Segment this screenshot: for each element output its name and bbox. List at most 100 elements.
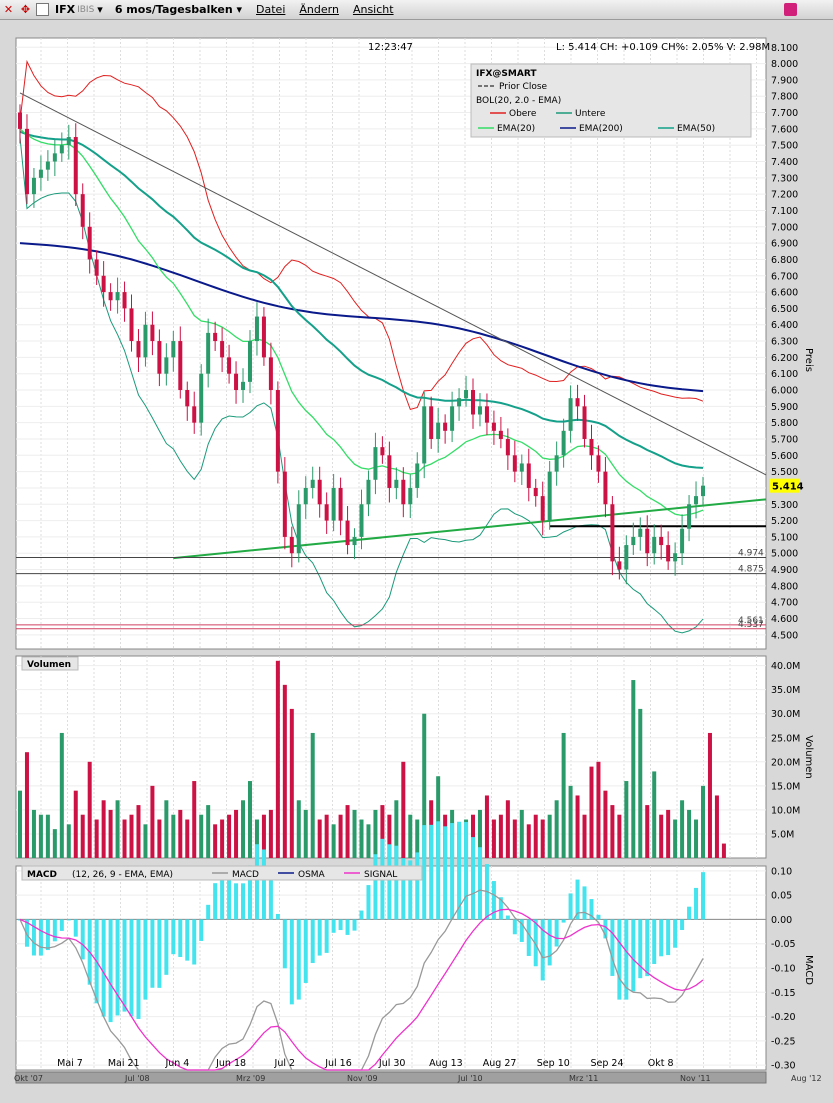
candle-body[interactable] (143, 324, 148, 358)
candle-body[interactable] (261, 316, 266, 358)
volume-bar[interactable] (519, 809, 524, 858)
candle-body[interactable] (380, 447, 385, 456)
volume-bar[interactable] (401, 761, 406, 858)
volume-bar[interactable] (380, 805, 385, 858)
volume-bar[interactable] (94, 819, 99, 858)
candle-body[interactable] (178, 341, 183, 391)
volume-bar[interactable] (296, 800, 301, 858)
chart-area[interactable]: 8.100 8.000 7.900 7.800 7.700 7.600 7.500 7.400… (0, 20, 833, 1103)
move-icon[interactable]: ✥ (20, 3, 31, 16)
candle-body[interactable] (387, 455, 392, 488)
volume-bar[interactable] (645, 805, 650, 858)
volume-bar[interactable] (227, 814, 232, 858)
volume-bar[interactable] (652, 771, 657, 858)
uptrend-line[interactable] (173, 498, 767, 560)
volume-bar[interactable] (241, 800, 246, 858)
candle-body[interactable] (666, 545, 671, 562)
candle-body[interactable] (206, 332, 211, 374)
volume-bar[interactable] (136, 805, 141, 858)
volume-bar[interactable] (164, 800, 169, 858)
volume-bar[interactable] (617, 814, 622, 858)
volume-bar[interactable] (436, 776, 441, 858)
volume-bar[interactable] (471, 814, 476, 858)
candle-body[interactable] (422, 406, 427, 464)
volume-bar[interactable] (45, 814, 50, 858)
candle-body[interactable] (457, 398, 462, 407)
volume-bar[interactable] (484, 795, 489, 858)
volume-bar[interactable] (254, 819, 259, 858)
volume-bar[interactable] (157, 819, 162, 858)
volume-bar[interactable] (213, 824, 218, 858)
candle-body[interactable] (52, 153, 57, 162)
volume-bar[interactable] (247, 781, 252, 858)
candle-body[interactable] (192, 406, 197, 423)
volume-bar[interactable] (317, 819, 322, 858)
candle-body[interactable] (484, 406, 489, 423)
candle-body[interactable] (115, 292, 120, 301)
candle-body[interactable] (310, 479, 315, 488)
volume-bar[interactable] (533, 814, 538, 858)
price-legend[interactable]: IFX@SMART Prior Close BOL(20, 2.0 - EMA)… (470, 63, 752, 138)
menu-datei[interactable]: Datei (256, 3, 286, 16)
candle-body[interactable] (275, 390, 280, 472)
candle-body[interactable] (38, 169, 43, 178)
volume-bar[interactable] (624, 781, 629, 858)
volume-bar[interactable] (673, 819, 678, 858)
volume-bar[interactable] (359, 819, 364, 858)
candle-body[interactable] (324, 504, 329, 521)
candle-body[interactable] (533, 487, 538, 497)
candle-body[interactable] (101, 275, 106, 293)
volume-bar[interactable] (477, 809, 482, 858)
candle-body[interactable] (352, 536, 357, 546)
candle-body[interactable] (436, 422, 441, 439)
candle-body[interactable] (18, 112, 22, 129)
candle-body[interactable] (234, 373, 239, 391)
candle-body[interactable] (519, 463, 524, 472)
volume-bar[interactable] (178, 809, 183, 858)
volume-bar[interactable] (338, 814, 343, 858)
volume-bar[interactable] (18, 790, 22, 858)
candle-body[interactable] (108, 292, 113, 301)
volume-bar[interactable] (352, 809, 357, 858)
volume-bar[interactable] (491, 819, 496, 858)
volume-bar[interactable] (561, 732, 566, 858)
candle-body[interactable] (680, 528, 685, 554)
volume-bar[interactable] (701, 785, 705, 858)
candle-body[interactable] (66, 137, 71, 146)
candle-body[interactable] (464, 390, 469, 399)
candle-body[interactable] (610, 504, 615, 562)
volume-bar[interactable] (575, 795, 580, 858)
candle-body[interactable] (491, 422, 496, 431)
timeline-scrollbar[interactable] (15, 1071, 767, 1084)
volume-bar[interactable] (268, 809, 273, 858)
window-icon[interactable] (36, 3, 49, 16)
candle-body[interactable] (136, 341, 141, 358)
candle-body[interactable] (596, 455, 601, 472)
candle-body[interactable] (247, 341, 252, 382)
settings-icon[interactable] (784, 3, 797, 16)
volume-bar[interactable] (547, 814, 552, 858)
candle-body[interactable] (45, 161, 50, 170)
candle-body[interactable] (359, 504, 364, 537)
volume-bar[interactable] (275, 660, 280, 858)
candle-body[interactable] (659, 536, 664, 546)
volume-bar[interactable] (610, 805, 615, 858)
candle-body[interactable] (645, 528, 650, 554)
candle-body[interactable] (638, 528, 643, 537)
candle-body[interactable] (617, 561, 622, 570)
candle-body[interactable] (526, 463, 531, 488)
volume-bar[interactable] (366, 824, 371, 858)
candle-body[interactable] (624, 545, 629, 570)
volume-bar[interactable] (185, 819, 190, 858)
volume-bar[interactable] (512, 819, 517, 858)
candle-body[interactable] (80, 194, 85, 227)
candle-body[interactable] (673, 553, 678, 562)
candle-body[interactable] (254, 316, 259, 342)
volume-bar[interactable] (422, 713, 427, 858)
candle-body[interactable] (366, 479, 371, 505)
volume-bar[interactable] (122, 819, 127, 858)
candle-body[interactable] (450, 406, 455, 431)
period-selector[interactable]: 6 mos/Tagesbalken ▾ (114, 3, 243, 16)
candle-body[interactable] (185, 390, 190, 407)
candle-body[interactable] (164, 357, 169, 374)
